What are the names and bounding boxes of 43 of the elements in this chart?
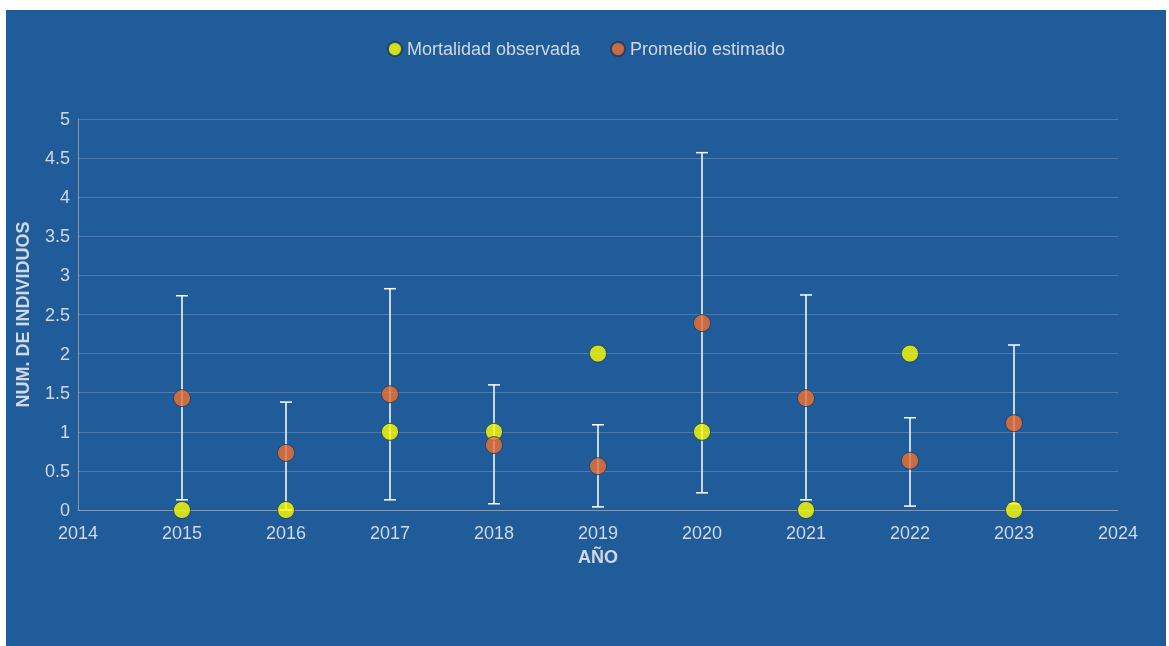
x-tick-label: 2014 xyxy=(57,523,99,543)
x-tick-label: 2016 xyxy=(265,523,307,543)
point xyxy=(901,344,919,363)
y-tick-label: 2 xyxy=(59,343,70,364)
y-tick-label: 5 xyxy=(59,109,70,129)
y-tick-label: 4.5 xyxy=(44,148,70,169)
y-tick-label: 2.5 xyxy=(44,304,70,325)
x-tick-label: 2021 xyxy=(785,523,827,543)
x-tick-label: 2017 xyxy=(369,523,411,543)
x-axis-title: AÑO xyxy=(578,546,618,567)
point xyxy=(173,501,191,519)
point xyxy=(693,422,711,441)
point xyxy=(901,451,919,470)
x-tick-label: 2020 xyxy=(681,523,723,543)
point xyxy=(1005,414,1023,433)
x-tick-label: 2019 xyxy=(577,523,619,543)
y-axis-title: NUM. DE INDIVIDUOS xyxy=(13,221,33,408)
y-tick-label: 1 xyxy=(59,421,70,442)
point xyxy=(797,389,815,408)
point xyxy=(797,501,815,519)
y-tick-label: 0.5 xyxy=(44,460,70,481)
point xyxy=(485,436,503,455)
point xyxy=(589,344,607,363)
x-tick-label: 2023 xyxy=(993,523,1035,543)
point xyxy=(589,457,607,476)
x-tick-label: 2015 xyxy=(161,523,203,543)
y-tick-label: 3.5 xyxy=(44,226,70,247)
y-tick-label: 1.5 xyxy=(44,382,70,403)
legend-label: Mortalidad observada xyxy=(406,39,581,59)
y-tick-label: 3 xyxy=(59,265,70,286)
point xyxy=(693,314,711,333)
x-tick-label: 2018 xyxy=(473,523,515,543)
point xyxy=(381,422,399,441)
point xyxy=(1005,501,1023,519)
x-tick-label: 2022 xyxy=(889,523,931,543)
legend-label: Promedio estimado xyxy=(630,39,786,59)
point xyxy=(173,389,191,408)
x-tick-label: 2024 xyxy=(1097,523,1139,543)
point xyxy=(277,501,295,519)
y-tick-label: 0 xyxy=(59,500,70,520)
y-tick-label: 4 xyxy=(59,187,70,208)
point xyxy=(277,443,295,462)
point xyxy=(381,385,399,404)
